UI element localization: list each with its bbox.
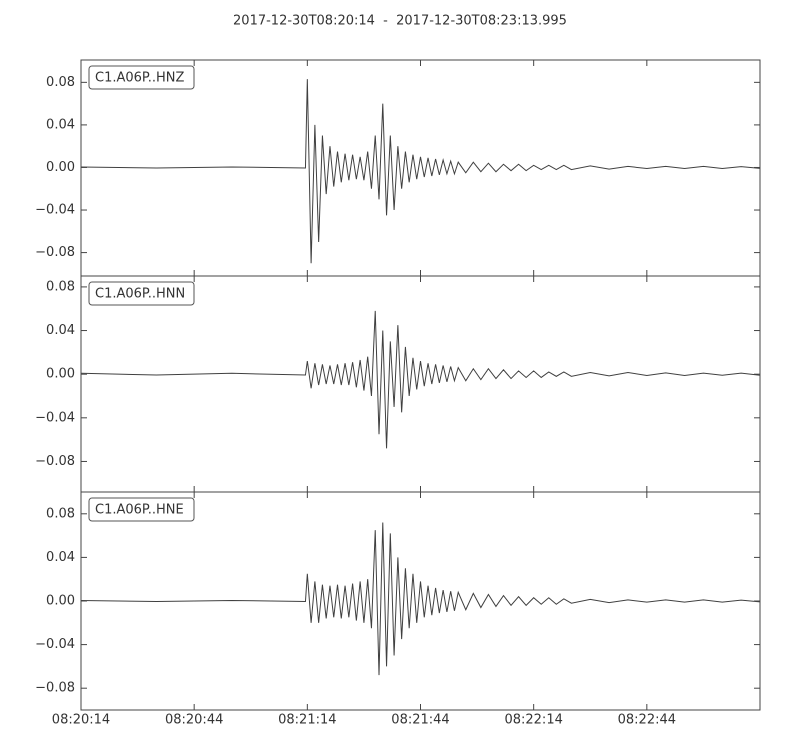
y-tick-label: 0.08: [46, 279, 75, 294]
legend-label: C1.A06P..HNN: [95, 287, 185, 302]
y-tick-label: 0.04: [46, 323, 75, 338]
waveform: [80, 310, 761, 449]
legend-box: [88, 497, 195, 522]
y-tick-label: −0.08: [35, 681, 75, 696]
y-tick-label: 0.00: [46, 594, 75, 609]
chart-title: 2017-12-30T08:20:14 - 2017-12-30T08:23:1…: [233, 14, 567, 29]
y-tick-label: −0.08: [35, 245, 75, 260]
axes-frame: [80, 275, 761, 493]
y-tick-label: −0.04: [35, 203, 75, 218]
y-tick-label: −0.04: [35, 410, 75, 425]
y-tick-label: 0.00: [46, 160, 75, 175]
x-tick-label: 08:21:44: [391, 713, 449, 728]
legend-label: C1.A06P..HNZ: [95, 71, 184, 86]
legend-box: [88, 281, 195, 306]
legend-label: C1.A06P..HNE: [95, 503, 184, 518]
waveform: [80, 522, 761, 676]
y-tick-label: −0.08: [35, 454, 75, 469]
y-tick-label: 0.08: [46, 75, 75, 90]
x-tick-label: 08:21:14: [278, 713, 336, 728]
x-tick-label: 08:22:44: [618, 713, 676, 728]
legend-box: [88, 65, 195, 90]
y-tick-label: −0.04: [35, 637, 75, 652]
x-tick-label: 08:20:14: [52, 713, 110, 728]
waveform: [80, 79, 761, 264]
y-tick-label: 0.04: [46, 117, 75, 132]
x-tick-label: 08:22:14: [504, 713, 562, 728]
y-tick-label: 0.08: [46, 506, 75, 521]
y-tick-label: 0.00: [46, 367, 75, 382]
y-tick-label: 0.04: [46, 550, 75, 565]
x-tick-label: 08:20:44: [165, 713, 223, 728]
